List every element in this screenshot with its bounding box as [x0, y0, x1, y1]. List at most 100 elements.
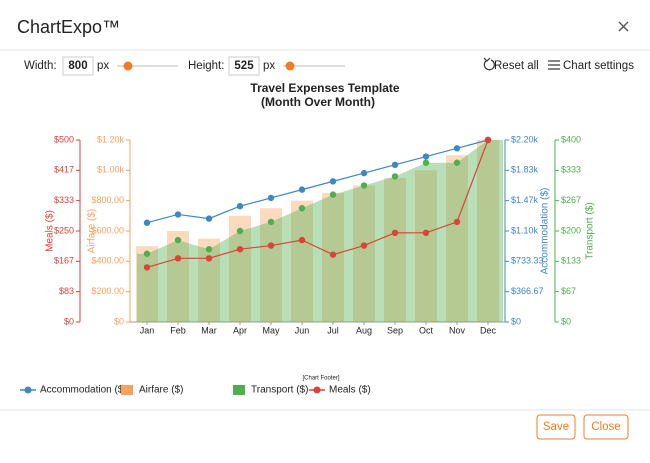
x-tick-label: Aug	[356, 325, 372, 335]
bar	[446, 155, 468, 322]
x-tick-label: Jan	[140, 325, 155, 335]
point	[422, 229, 430, 237]
y-tick-label: $1.47k	[511, 195, 539, 205]
bar	[384, 177, 406, 322]
y-tick-label: $200	[561, 225, 581, 235]
area	[137, 140, 503, 322]
point	[236, 227, 244, 235]
x-tick-label: Apr	[233, 325, 247, 335]
point	[453, 218, 461, 226]
point	[174, 255, 182, 262]
plot: $0 $366.67 $733.33 $1.10k $1.47k $1.83k $2.20k…	[20, 134, 596, 396]
point	[143, 219, 151, 226]
legend-label: Accommodation ($)	[40, 385, 127, 396]
y-tick-label: $1.10k	[511, 225, 539, 235]
bar	[136, 246, 158, 322]
y-tick-label: $167	[54, 256, 74, 266]
height-unit: px	[263, 60, 275, 72]
point	[360, 242, 368, 249]
y-axis-title: Transport ($)	[585, 202, 596, 259]
point	[298, 236, 306, 244]
legend-icon	[121, 385, 133, 395]
point	[329, 178, 337, 185]
chart-subtitle: (Month Over Month)	[261, 95, 375, 109]
y-tick-label: $0	[114, 316, 124, 326]
x-tick-label: May	[262, 325, 280, 335]
point	[267, 194, 275, 202]
y-tick-label: $417	[54, 165, 74, 175]
height-input[interactable]	[228, 56, 260, 76]
point	[205, 215, 213, 222]
y-tick-label: $333	[561, 165, 581, 175]
y-tick-label: $333	[54, 195, 74, 205]
chart-footer: [Chart Footer]	[302, 376, 339, 382]
y-tick-label: $600.00	[91, 225, 124, 235]
reset-button[interactable]: Reset all	[494, 60, 539, 72]
y-axis-title: Accommodation ($)	[540, 188, 551, 275]
line	[146, 139, 489, 268]
reset-icon	[483, 57, 495, 71]
bar	[415, 170, 437, 322]
y-tick-label: $0	[561, 316, 571, 326]
y-tick-label: $1.20k	[97, 134, 125, 144]
point	[298, 186, 306, 193]
point	[453, 145, 461, 152]
y-tick-label: $250	[54, 225, 74, 235]
y-tick-label: $1.83k	[511, 165, 539, 175]
x-tick-label: Oct	[419, 325, 434, 335]
width-label: Width:	[24, 60, 57, 72]
height-value: 525	[234, 60, 254, 72]
point	[329, 251, 337, 258]
save-button[interactable]	[536, 414, 576, 440]
width-unit: px	[97, 60, 109, 72]
point	[174, 236, 182, 244]
x-tick-label: Mar	[201, 325, 217, 335]
point	[360, 182, 368, 189]
height-slider-thumb[interactable]	[285, 61, 295, 71]
point	[143, 250, 151, 257]
y-tick-label: $200.00	[91, 286, 124, 296]
bar	[260, 208, 282, 322]
settings-button[interactable]: Chart settings	[563, 60, 634, 72]
y-tick-label: $83	[59, 286, 74, 296]
bar	[353, 185, 375, 322]
back-layer	[136, 140, 503, 322]
settings-icon	[548, 60, 560, 70]
point	[422, 159, 430, 166]
point	[236, 202, 244, 210]
y-tick-label: $1.00k	[97, 165, 125, 175]
point	[391, 173, 399, 180]
point	[298, 205, 306, 212]
y-tick-label: $133	[561, 256, 581, 266]
line	[146, 139, 489, 224]
x-tick-label: Jul	[327, 325, 339, 335]
bar	[229, 215, 251, 322]
point	[391, 229, 399, 237]
save-label: Save	[543, 421, 569, 433]
y-tick-label: $733.33	[511, 256, 544, 266]
close-button[interactable]	[583, 414, 629, 440]
point	[174, 211, 182, 218]
legend-icon	[233, 385, 245, 395]
width-slider-thumb[interactable]	[123, 61, 133, 71]
x-tick-label: Nov	[449, 325, 466, 335]
y-axis-title: Airfare ($)	[87, 209, 98, 253]
close-icon[interactable]	[618, 21, 629, 32]
x-tick-label: Sep	[387, 325, 403, 335]
dialog-title: ChartExpo™	[17, 17, 120, 37]
y-tick-label: $67	[561, 286, 576, 296]
bar	[291, 200, 313, 322]
width-input[interactable]	[62, 56, 94, 76]
point	[205, 246, 213, 253]
legend-label: Transport ($)	[251, 385, 308, 396]
x-tick-label: Jun	[295, 325, 310, 335]
point	[453, 159, 461, 166]
legend-label: Meals ($)	[329, 385, 371, 396]
point	[422, 153, 430, 160]
height-label: Height:	[188, 60, 224, 72]
legend-icon	[24, 386, 32, 394]
y-tick-label: $2.20k	[511, 134, 539, 144]
point	[391, 161, 399, 169]
